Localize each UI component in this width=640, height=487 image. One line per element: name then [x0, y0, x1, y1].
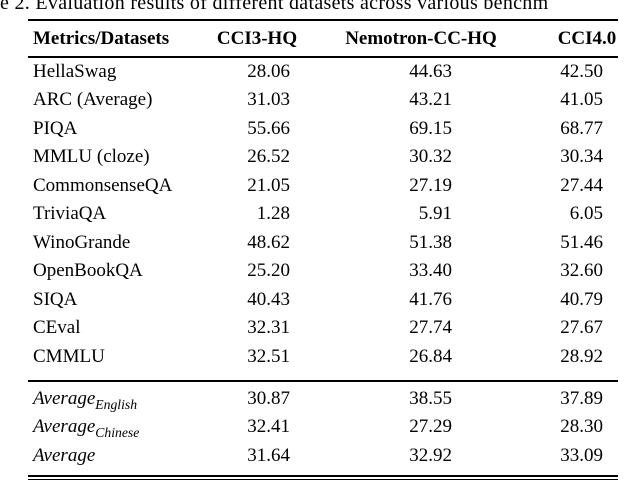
value-cell: 37.89	[560, 387, 603, 409]
metric-label: OpenBookQA	[33, 260, 143, 282]
metric-label: PIQA	[33, 117, 78, 139]
value-cell: 28.06	[247, 60, 290, 82]
value-cell: 28.92	[560, 345, 603, 367]
metric-label: WinoGrande	[33, 231, 131, 253]
metric-label: CommonsenseQA	[33, 174, 173, 196]
value-cell: 30.32	[409, 146, 452, 168]
table-bottom-rule-2	[28, 478, 618, 480]
metric-subscript: English	[95, 396, 138, 412]
value-cell: 43.21	[409, 89, 452, 111]
metric-label: AverageChinese	[33, 416, 140, 441]
table-top-rule	[28, 19, 618, 21]
table-row: HellaSwag 28.06 44.63 42.50	[28, 58, 618, 87]
table-row: PIQA 55.66 69.15 68.77	[28, 115, 618, 144]
value-cell: 51.46	[560, 231, 603, 253]
table-row: TriviaQA 1.28 5.91 6.05	[28, 200, 618, 229]
table-header-rule	[28, 56, 618, 58]
value-cell: 25.20	[247, 260, 290, 282]
metric-label: AverageEnglish	[33, 387, 138, 412]
table-caption: e 2. Evaluation results of different dat…	[0, 0, 640, 13]
value-cell: 68.77	[560, 117, 603, 139]
table-summary-rule	[28, 380, 618, 382]
table-row: CEval 32.31 27.74 27.67	[28, 314, 618, 343]
metric-label: HellaSwag	[33, 60, 117, 82]
metric-subscript: Chinese	[95, 425, 140, 441]
value-cell: 1.28	[256, 203, 290, 225]
value-cell: 21.05	[247, 174, 290, 196]
value-cell: 32.60	[560, 260, 603, 282]
value-cell: 40.43	[247, 288, 290, 310]
table-row-average-english: AverageEnglish 30.87 38.55 37.89	[28, 385, 618, 414]
value-cell: 26.84	[409, 345, 452, 367]
value-cell: 44.63	[409, 60, 452, 82]
value-cell: 40.79	[560, 288, 603, 310]
table-caption-text: e 2. Evaluation results of different dat…	[0, 0, 549, 13]
value-cell: 30.87	[247, 387, 290, 409]
table-header-row: Metrics/Datasets CCI3-HQ Nemotron-CC-HQ …	[28, 21, 618, 56]
value-cell: 42.50	[560, 60, 603, 82]
metric-label: Average	[33, 444, 96, 466]
column-header-cci3hq: CCI3-HQ	[216, 27, 298, 49]
evaluation-results-table: Metrics/Datasets CCI3-HQ Nemotron-CC-HQ …	[28, 19, 618, 480]
value-cell: 27.19	[409, 174, 452, 196]
table-row: OpenBookQA 25.20 33.40 32.60	[28, 257, 618, 286]
value-cell: 32.51	[247, 345, 290, 367]
value-cell: 27.74	[409, 317, 452, 339]
table-bottom-rule	[28, 475, 618, 477]
metric-label: TriviaQA	[33, 203, 107, 225]
metric-label: CMMLU	[33, 345, 105, 367]
value-cell: 33.09	[560, 444, 603, 466]
column-header-cci40: CCI4.0	[557, 27, 617, 49]
value-cell: 51.38	[409, 231, 452, 253]
value-cell: 32.31	[247, 317, 290, 339]
value-cell: 69.15	[409, 117, 452, 139]
metric-label: ARC (Average)	[33, 89, 153, 111]
metric-label: CEval	[33, 317, 81, 339]
value-cell: 30.34	[560, 146, 603, 168]
table-row: SIQA 40.43 41.76 40.79	[28, 286, 618, 315]
value-cell: 32.92	[409, 444, 452, 466]
value-cell: 27.29	[409, 416, 452, 438]
value-cell: 27.67	[560, 317, 603, 339]
table-row: ARC (Average) 31.03 43.21 41.05	[28, 86, 618, 115]
value-cell: 55.66	[247, 117, 290, 139]
table-row: MMLU (cloze) 26.52 30.32 30.34	[28, 143, 618, 172]
table-row: CMMLU 32.51 26.84 28.92	[28, 343, 618, 372]
value-cell: 41.76	[409, 288, 452, 310]
value-cell: 27.44	[560, 174, 603, 196]
value-cell: 31.03	[247, 89, 290, 111]
value-cell: 33.40	[409, 260, 452, 282]
table-row: CommonsenseQA 21.05 27.19 27.44	[28, 172, 618, 201]
metric-label: MMLU (cloze)	[33, 146, 150, 168]
value-cell: 6.05	[569, 203, 603, 225]
value-cell: 26.52	[247, 146, 290, 168]
metric-label: SIQA	[33, 288, 78, 310]
value-cell: 31.64	[247, 444, 290, 466]
column-header-metrics: Metrics/Datasets	[33, 27, 170, 49]
table-row-average-chinese: AverageChinese 32.41 27.29 28.30	[28, 413, 618, 442]
column-header-nemotron: Nemotron-CC-HQ	[345, 27, 497, 49]
value-cell: 28.30	[560, 416, 603, 438]
value-cell: 38.55	[409, 387, 452, 409]
table-row: WinoGrande 48.62 51.38 51.46	[28, 229, 618, 258]
value-cell: 32.41	[247, 416, 290, 438]
value-cell: 5.91	[418, 203, 452, 225]
value-cell: 41.05	[560, 89, 603, 111]
value-cell: 48.62	[247, 231, 290, 253]
table-row-average-overall: Average 31.64 32.92 33.09	[28, 442, 618, 471]
